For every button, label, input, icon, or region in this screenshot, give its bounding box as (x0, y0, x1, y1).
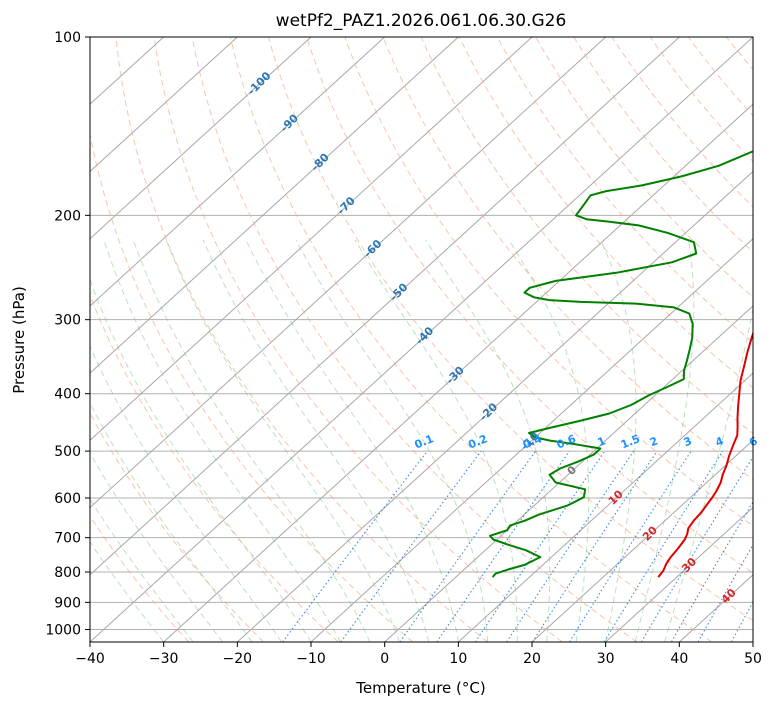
x-tick-label: −40 (75, 651, 105, 667)
isotherm-line (457, 372, 753, 642)
moist-adiabat (425, 239, 551, 642)
moist-adiabat (103, 239, 341, 642)
dry-adiabat (535, 37, 753, 298)
temperature-profile-line (657, 330, 753, 578)
mixing-ratio-line (282, 450, 428, 642)
dry-adiabat (382, 37, 753, 481)
y-axis-label: Pressure (hPa) (10, 286, 28, 394)
dry-adiabats (90, 37, 753, 642)
isotherm-line (90, 37, 386, 307)
isotherm-line (90, 37, 533, 442)
mixing-ratio-line (436, 450, 571, 642)
dry-adiabat (90, 131, 414, 642)
mixing-ratio-lines (282, 450, 753, 642)
moist-adiabat (90, 541, 165, 642)
dry-adiabat (229, 37, 712, 642)
x-axis-label: Temperature (°C) (355, 679, 485, 697)
dry-adiabat (496, 37, 753, 344)
mixing-ratio-line (640, 455, 753, 642)
y-tick-label: 600 (54, 491, 81, 507)
dry-adiabat (115, 37, 488, 642)
moist-adiabat (90, 402, 253, 642)
moist-adiabat (165, 239, 400, 642)
mixing-ratio-line (531, 450, 658, 642)
mixing-ratio-line (569, 450, 692, 642)
x-tick-label: 10 (449, 651, 467, 667)
dry-adiabat (306, 37, 753, 574)
x-tick-label: −10 (296, 651, 326, 667)
isotherm-line (90, 37, 238, 173)
dry-adiabat (344, 37, 753, 527)
moist-adiabat (202, 239, 430, 642)
isotherm-line (90, 37, 607, 509)
moist-adiabat (90, 452, 223, 642)
x-tick-label: −30 (149, 651, 179, 667)
y-tick-label: 100 (54, 30, 81, 46)
x-tick-label: 20 (523, 651, 541, 667)
y-axis-ticks: 100 200 300 400 500 600 700 800 900 1000 (45, 30, 90, 638)
dry-adiabat (90, 412, 264, 642)
x-tick-label: 30 (597, 651, 615, 667)
dry-adiabat (153, 37, 563, 642)
mixing-ratio-line (399, 450, 537, 642)
chart-title: wetPf2_PAZ1.2026.061.06.30.G26 (276, 11, 567, 31)
mixing-ratio-label: 2 (648, 434, 660, 449)
x-tick-label: 40 (670, 651, 688, 667)
dry-adiabat (191, 37, 638, 642)
isotherm-line (310, 237, 753, 642)
isotherm-line (236, 170, 753, 642)
y-tick-label: 400 (54, 387, 81, 403)
x-axis-ticks: −40 −30 −20 −10 0 10 20 30 40 50 (75, 642, 762, 667)
isotherm-line (90, 37, 459, 374)
x-tick-label: 0 (380, 651, 389, 667)
moist-adiabat (245, 239, 459, 642)
x-tick-label: −20 (223, 651, 253, 667)
isotherm-line (531, 439, 753, 642)
y-tick-label: 1000 (45, 622, 81, 638)
sounding-profiles (489, 150, 753, 578)
mixing-ratio-label: 3 (682, 434, 694, 449)
y-tick-label: 300 (54, 313, 81, 329)
moist-adiabat (354, 239, 518, 642)
x-tick-label: 50 (744, 651, 762, 667)
moist-adiabats (90, 239, 753, 642)
plot-frame (89, 36, 754, 643)
isotherm-line (90, 37, 753, 642)
mixing-ratio-line (340, 450, 482, 642)
dry-adiabat (90, 293, 339, 642)
y-tick-label: 200 (54, 208, 81, 224)
moist-adiabat (508, 239, 590, 642)
moist-adiabat (90, 278, 312, 642)
y-tick-label: 500 (54, 444, 81, 460)
background-lines (90, 37, 753, 642)
moist-adiabat (90, 345, 282, 642)
isotherm-line (90, 37, 312, 240)
moist-adiabat (90, 498, 194, 642)
moist-adiabat (600, 239, 637, 642)
y-tick-label: 700 (54, 531, 81, 547)
moist-adiabat (132, 239, 371, 642)
moist-adiabat (295, 239, 489, 642)
y-tick-label: 900 (54, 595, 81, 611)
dewpoint-profile-line (489, 150, 753, 578)
mixing-ratio-label: 1 (596, 434, 608, 449)
dry-adiabat (90, 515, 190, 642)
skewed-isotherms (90, 37, 753, 642)
mixing-ratio-line (506, 450, 635, 642)
mixing-ratio-line (474, 450, 606, 642)
mixing-ratio-line (603, 450, 724, 642)
moist-adiabat (634, 239, 695, 642)
isotherm-line (605, 506, 753, 642)
isotherm-line (163, 103, 753, 642)
y-tick-label: 800 (54, 565, 81, 581)
isotherm-line (90, 37, 680, 576)
pressure-gridlines (90, 37, 753, 630)
